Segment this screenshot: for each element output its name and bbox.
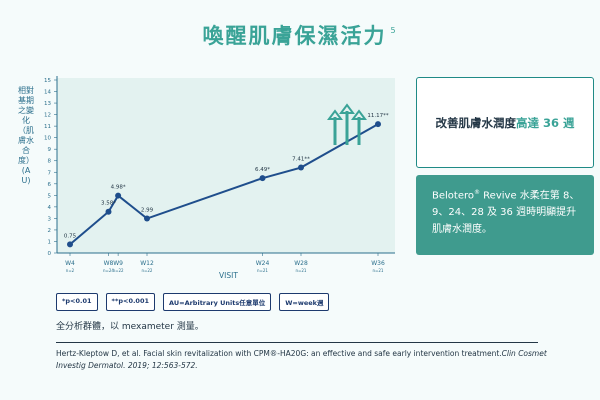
- x-tick-sublabel: n=21: [373, 268, 384, 273]
- x-tick-label: W12: [140, 260, 154, 267]
- data-label: 0.75: [64, 233, 77, 239]
- data-point: [105, 208, 112, 215]
- chart-panel: 0 1 2 3 4 5 6 7 8 9 10 11 12 13 14 15 W4 n=2 W8 n=24 W9 n=22 W…: [10, 70, 405, 285]
- legend-row: *p<0.01 **p<0.001 AU=Arbitrary Units任意單位…: [56, 293, 330, 311]
- reference-volume: 2019; 12:563-572.: [125, 361, 198, 370]
- x-tick-sublabel: n=24: [103, 268, 114, 273]
- line-chart: 0123456789101112131415W4n=2W8n=24W9n=22W…: [44, 76, 395, 280]
- legend-box-week: W=week週: [279, 293, 330, 311]
- x-tick-label: W28: [294, 260, 308, 267]
- y-tick-label: 6: [48, 182, 52, 188]
- title-text: 喚醒肌膚保濕活力: [202, 24, 387, 48]
- x-tick-sublabel: n=21: [257, 268, 268, 273]
- page-title: 喚醒肌膚保濕活力 5: [0, 20, 600, 50]
- x-tick-sublabel: n=21: [296, 268, 307, 273]
- y-tick-label: 0: [48, 251, 52, 257]
- up-arrow-icon: [351, 109, 367, 120]
- data-point: [144, 215, 150, 222]
- x-axis-label: VISIT: [219, 271, 238, 280]
- y-tick-label: 13: [44, 101, 51, 107]
- legend-box-p001: *p<0.01: [56, 293, 98, 311]
- data-label: 11.17**: [367, 113, 388, 119]
- callout-description-box: Belotero® Revive 水柔在第 8、9、24、28 及 36 週時明…: [416, 175, 594, 255]
- y-tick-label: 8: [48, 159, 52, 165]
- y-tick-label: 3: [48, 216, 52, 222]
- y-tick-label: 1: [48, 239, 52, 245]
- data-point: [375, 121, 381, 128]
- footnote: 全分析群體，以 mexameter 測量。: [56, 322, 204, 332]
- x-tick-label: W24: [256, 260, 270, 267]
- data-label: 7.41**: [292, 157, 310, 163]
- up-arrow-icon: [327, 109, 343, 120]
- up-arrow-icon: [339, 103, 355, 114]
- data-label: 3.58*: [101, 201, 116, 207]
- y-tick-label: 5: [48, 193, 52, 199]
- title-reference: 5: [390, 26, 398, 35]
- callout-highlight: 高達 36 週: [515, 115, 575, 130]
- data-point: [298, 164, 304, 171]
- x-tick-sublabel: n=2: [66, 268, 75, 273]
- y-tick-label: 14: [44, 90, 51, 96]
- y-tick-label: 15: [44, 78, 51, 84]
- x-tick-label: W36: [371, 260, 385, 267]
- data-label: 6.49*: [255, 167, 270, 173]
- y-tick-label: 4: [48, 205, 52, 211]
- x-tick-label: W8: [104, 260, 114, 267]
- legend-box-p0001: **p<0.001: [105, 293, 156, 311]
- reference-authors-title: Hertz-Kleptow D, et al. Facial skin revi…: [56, 349, 502, 358]
- x-tick-sublabel: n=22: [142, 268, 153, 273]
- data-point: [115, 192, 122, 199]
- legend-box-au: AU=Arbitrary Units任意單位: [163, 293, 272, 311]
- y-tick-label: 11: [44, 124, 51, 130]
- x-tick-sublabel: n=22: [113, 268, 124, 273]
- callout-prefix: 改善肌膚水潤度: [435, 115, 516, 130]
- y-tick-label: 9: [48, 147, 52, 153]
- data-label: 2.99: [141, 208, 154, 214]
- callout-reg-mark: ®: [474, 189, 480, 196]
- y-tick-label: 12: [44, 113, 51, 119]
- y-tick-label: 7: [48, 170, 52, 176]
- data-point: [259, 175, 266, 182]
- data-point: [67, 241, 73, 248]
- callout-highlight-box: 改善肌膚水潤度 高達 36 週: [416, 77, 594, 168]
- y-axis-label: 相對基期之變化（肌膚水合度）(AU): [18, 86, 34, 185]
- reference-journal: Clin Cosmet Investig Dermatol.: [56, 349, 547, 370]
- callout-brand: Belotero: [432, 190, 474, 202]
- y-tick-label: 10: [44, 136, 51, 142]
- x-tick-label: W4: [65, 260, 75, 267]
- x-tick-label: W9: [113, 260, 123, 267]
- data-label: 4.98*: [111, 185, 126, 191]
- plot-area: [57, 78, 395, 253]
- reference: Hertz-Kleptow D, et al. Facial skin revi…: [56, 348, 556, 372]
- callout-description: Revive 水柔在第 8、9、24、28 及 36 週時明顯提升肌膚水潤度。: [432, 190, 580, 236]
- y-tick-label: 2: [48, 228, 52, 234]
- divider: [56, 342, 538, 343]
